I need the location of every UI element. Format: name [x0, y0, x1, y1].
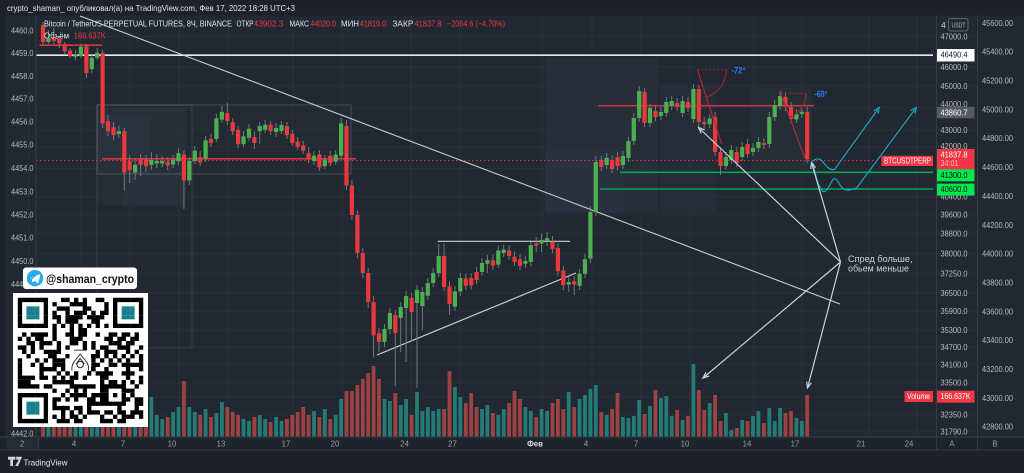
svg-text:4: 4	[584, 440, 589, 449]
svg-text:24: 24	[400, 440, 409, 449]
svg-text:44000.00: 44000.00	[982, 250, 1014, 259]
svg-text:44200.00: 44200.00	[982, 221, 1014, 230]
svg-text:43000.00: 43000.00	[982, 394, 1014, 403]
svg-text:39600.0: 39600.0	[941, 211, 969, 220]
svg-text:TradingView: TradingView	[24, 457, 69, 467]
svg-text:34100.0: 34100.0	[941, 360, 969, 369]
svg-text:4455.0: 4455.0	[11, 140, 34, 149]
svg-text:4459.0: 4459.0	[11, 49, 34, 58]
svg-text:Volume: Volume	[907, 392, 930, 401]
svg-text:10: 10	[681, 440, 690, 449]
svg-text:44400.00: 44400.00	[982, 192, 1014, 201]
svg-text:обьем меньше: обьем меньше	[848, 263, 909, 273]
svg-text:41819.0: 41819.0	[360, 20, 387, 29]
svg-text:B: B	[992, 440, 997, 449]
svg-text:МИН: МИН	[341, 20, 359, 29]
svg-text:4460.0: 4460.0	[11, 26, 34, 35]
svg-text:МАКС: МАКС	[290, 20, 310, 29]
svg-text:-69°: -69°	[815, 89, 828, 100]
svg-text:44020.0: 44020.0	[310, 20, 336, 29]
svg-text:Фев: Фев	[527, 440, 543, 449]
svg-text:43200.00: 43200.00	[982, 365, 1014, 374]
svg-text:Объём: Объём	[44, 31, 69, 40]
svg-text:ЗАКР: ЗАКР	[392, 20, 413, 29]
svg-text:4456.0: 4456.0	[11, 117, 34, 126]
svg-text:BTCUSDTPERP: BTCUSDTPERP	[884, 156, 931, 165]
svg-text:43860.7: 43860.7	[941, 108, 968, 117]
svg-text:33500.0: 33500.0	[941, 379, 969, 388]
svg-text:42800.00: 42800.00	[982, 423, 1014, 432]
svg-text:@shaman_crypto: @shaman_crypto	[46, 274, 134, 286]
svg-text:44600.00: 44600.00	[982, 163, 1014, 172]
svg-text:7: 7	[634, 440, 638, 449]
svg-text:4449.0: 4449.0	[11, 280, 34, 289]
svg-text:46490.4: 46490.4	[941, 51, 969, 60]
svg-text:4454.0: 4454.0	[11, 164, 34, 173]
svg-text:14: 14	[743, 440, 752, 449]
svg-text:44800.00: 44800.00	[982, 134, 1014, 143]
svg-text:43902.3: 43902.3	[254, 20, 284, 29]
svg-text:41837.8: 41837.8	[941, 151, 968, 160]
svg-text:2: 2	[20, 440, 24, 449]
svg-text:43400.00: 43400.00	[982, 336, 1014, 345]
svg-text:38000.0: 38000.0	[941, 250, 969, 259]
svg-text:4450.0: 4450.0	[11, 257, 34, 266]
svg-text:4451.0: 4451.0	[11, 233, 34, 242]
svg-text:45000.0: 45000.0	[941, 82, 969, 91]
svg-text:40600.0: 40600.0	[941, 185, 969, 194]
svg-text:4457.0: 4457.0	[11, 94, 34, 103]
svg-text:4: 4	[941, 20, 946, 30]
svg-text:Спред больше,: Спред больше,	[848, 254, 913, 264]
svg-text:44000.0: 44000.0	[941, 100, 969, 109]
svg-text:41837.8: 41837.8	[415, 20, 443, 29]
svg-text:47000.0: 47000.0	[941, 32, 969, 41]
svg-text:A: A	[949, 440, 955, 449]
svg-text:166.637K: 166.637K	[941, 392, 972, 401]
svg-text:27: 27	[448, 440, 457, 449]
svg-text:4453.0: 4453.0	[11, 187, 34, 196]
svg-text:35300.0: 35300.0	[941, 326, 969, 335]
svg-text:31790.0: 31790.0	[941, 428, 969, 437]
svg-text:4458.0: 4458.0	[11, 72, 34, 81]
svg-text:36500.0: 36500.0	[941, 289, 969, 298]
svg-text:13: 13	[217, 440, 226, 449]
svg-text:42000.0: 42000.0	[941, 142, 969, 151]
svg-text:46000.0: 46000.0	[941, 63, 969, 72]
svg-text:20: 20	[331, 440, 340, 449]
svg-text:4: 4	[72, 440, 77, 449]
svg-text:USDT: USDT	[952, 23, 967, 30]
svg-text:43600.00: 43600.00	[982, 307, 1014, 316]
svg-text:24: 24	[905, 440, 914, 449]
svg-text:45200.00: 45200.00	[982, 77, 1014, 86]
svg-text:Bitcoin / TetherUS PERPETUAL F: Bitcoin / TetherUS PERPETUAL FUTURES, 8Ч…	[44, 20, 232, 29]
svg-text:10: 10	[168, 440, 177, 449]
svg-text:166.637K: 166.637K	[74, 31, 107, 40]
svg-text:45000.00: 45000.00	[982, 105, 1014, 114]
svg-text:43800.00: 43800.00	[982, 279, 1014, 288]
svg-text:crypto_shaman_ опубликовал(а): crypto_shaman_ опубликовал(а) на Trading…	[7, 3, 295, 13]
svg-text:−2064.6 (−4.70%): −2064.6 (−4.70%)	[447, 20, 505, 29]
svg-text:40400.0: 40400.0	[941, 193, 969, 202]
svg-text:37250.0: 37250.0	[941, 270, 969, 279]
svg-text:17: 17	[791, 440, 800, 449]
svg-text:32350.0: 32350.0	[941, 411, 969, 420]
svg-text:45600.00: 45600.00	[982, 19, 1014, 28]
svg-text:38800.0: 38800.0	[941, 230, 969, 239]
svg-text:ОТКР: ОТКР	[237, 20, 254, 29]
svg-text:34700.0: 34700.0	[941, 343, 969, 352]
svg-text:43000.0: 43000.0	[941, 126, 969, 135]
svg-text:45400.00: 45400.00	[982, 48, 1014, 57]
svg-text:41300.0: 41300.0	[941, 171, 969, 180]
svg-text:7: 7	[121, 440, 125, 449]
svg-text:21: 21	[857, 440, 866, 449]
svg-text:35900.0: 35900.0	[941, 307, 969, 316]
svg-text:4442.0: 4442.0	[11, 429, 34, 438]
svg-text:-72°: -72°	[732, 66, 746, 77]
svg-text:34:01: 34:01	[941, 159, 959, 168]
svg-text:4452.0: 4452.0	[11, 210, 34, 219]
svg-text:17: 17	[282, 440, 291, 449]
